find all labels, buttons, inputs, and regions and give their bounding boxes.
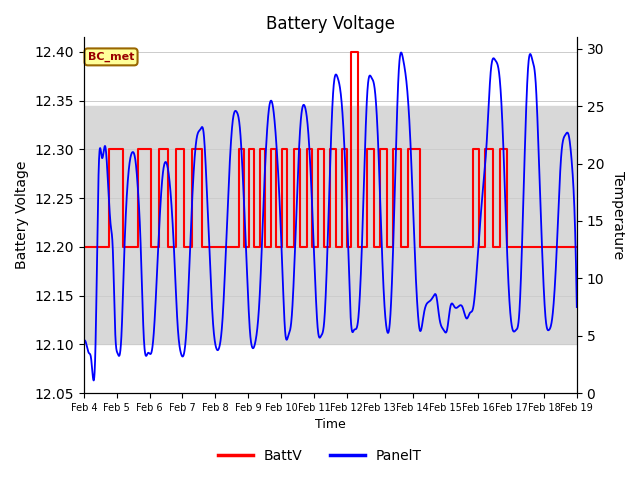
Bar bbox=[84, 106, 577, 344]
Y-axis label: Temperature: Temperature bbox=[611, 171, 625, 259]
Y-axis label: Battery Voltage: Battery Voltage bbox=[15, 161, 29, 269]
Text: BC_met: BC_met bbox=[88, 52, 134, 62]
X-axis label: Time: Time bbox=[315, 419, 346, 432]
Legend: BattV, PanelT: BattV, PanelT bbox=[212, 443, 428, 468]
Title: Battery Voltage: Battery Voltage bbox=[266, 15, 395, 33]
